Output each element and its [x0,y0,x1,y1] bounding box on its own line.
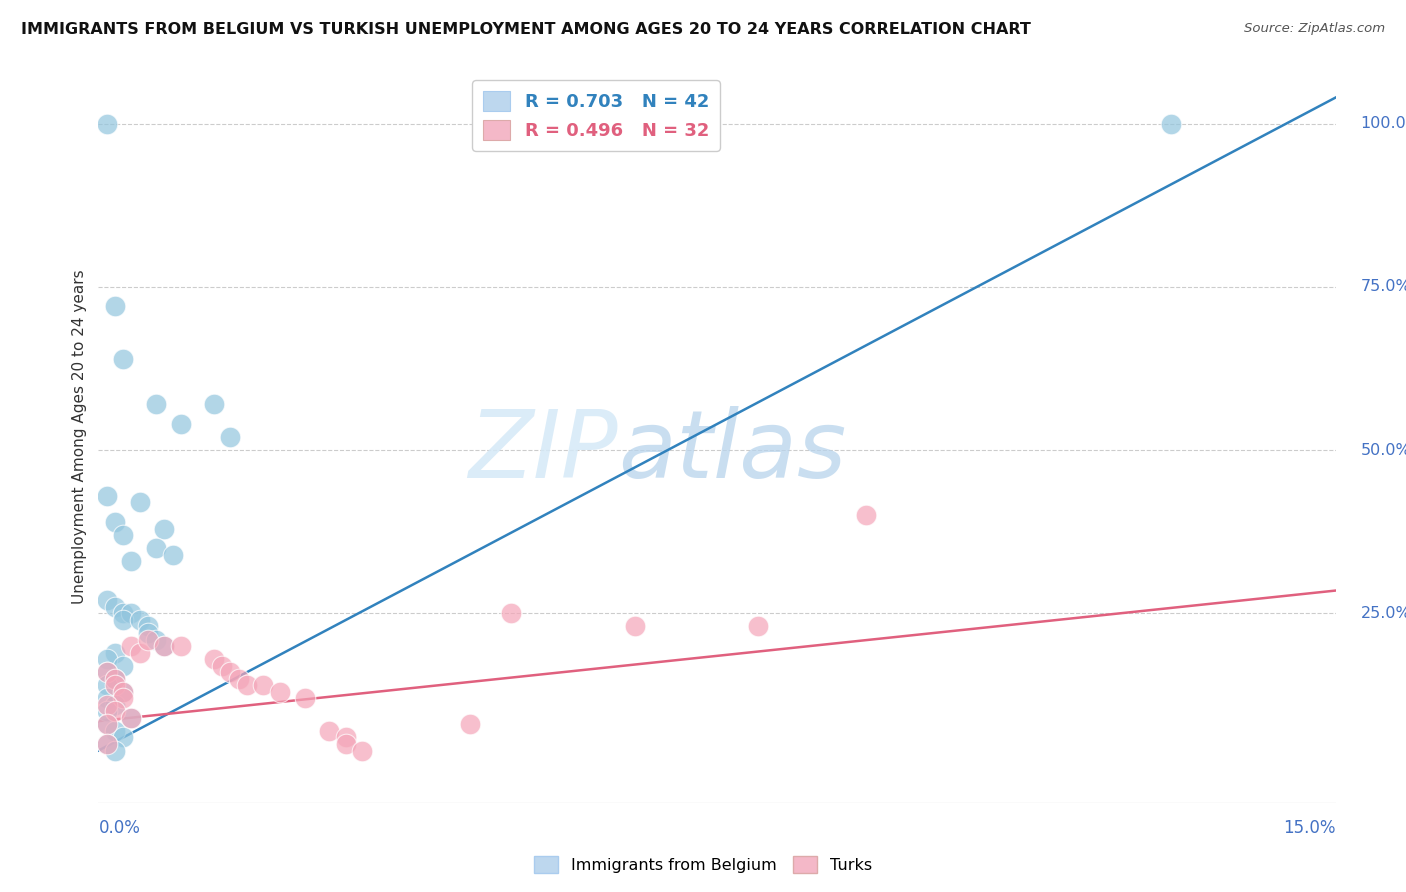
Point [112,658,135,673]
Point [153,639,176,653]
Text: 15.0%: 15.0% [1284,819,1336,837]
Point [170,417,193,431]
Point [120,711,142,725]
Point [104,515,127,529]
Point [104,743,127,757]
Point [128,646,150,660]
Point [136,619,159,633]
Point [96,717,118,731]
Point [145,397,167,411]
Point [747,619,769,633]
Point [104,300,127,314]
Point [136,632,159,647]
Y-axis label: Unemployment Among Ages 20 to 24 years: Unemployment Among Ages 20 to 24 years [72,269,87,605]
Point [145,632,167,647]
Point [170,639,193,653]
Point [458,717,481,731]
Point [269,685,291,699]
Point [96,665,118,680]
Text: ZIP: ZIP [468,406,619,497]
Point [96,593,118,607]
Point [294,691,316,706]
Point [112,731,135,745]
Point [104,599,127,614]
Point [96,717,118,731]
Legend: R = 0.703   N = 42, R = 0.496   N = 32: R = 0.703 N = 42, R = 0.496 N = 32 [472,80,720,151]
Point [96,678,118,692]
Point [236,678,259,692]
Point [96,652,118,666]
Point [145,541,167,555]
Text: Source: ZipAtlas.com: Source: ZipAtlas.com [1244,22,1385,36]
Point [112,685,135,699]
Point [104,705,127,719]
Point [623,619,645,633]
Point [202,397,225,411]
Point [104,698,127,712]
Point [104,678,127,692]
Point [202,652,225,666]
Text: IMMIGRANTS FROM BELGIUM VS TURKISH UNEMPLOYMENT AMONG AGES 20 TO 24 YEARS CORREL: IMMIGRANTS FROM BELGIUM VS TURKISH UNEMP… [21,22,1031,37]
Point [112,685,135,699]
Point [104,646,127,660]
Point [1160,117,1182,131]
Point [96,117,118,131]
Text: 100.0%: 100.0% [1361,116,1406,131]
Point [219,430,242,444]
Point [228,672,250,686]
Point [499,607,522,621]
Text: atlas: atlas [619,406,846,497]
Point [96,698,118,712]
Point [153,521,176,535]
Text: 50.0%: 50.0% [1361,442,1406,458]
Point [153,639,176,653]
Point [112,351,135,366]
Point [335,731,357,745]
Point [120,607,142,621]
Point [112,607,135,621]
Legend: Immigrants from Belgium, Turks: Immigrants from Belgium, Turks [527,849,879,880]
Point [112,691,135,706]
Point [96,737,118,751]
Point [104,672,127,686]
Point [96,737,118,751]
Point [318,723,340,738]
Point [252,678,274,692]
Point [211,658,233,673]
Text: 25.0%: 25.0% [1361,606,1406,621]
Point [136,626,159,640]
Point [120,554,142,568]
Point [96,691,118,706]
Text: 75.0%: 75.0% [1361,279,1406,294]
Point [128,613,150,627]
Text: 0.0%: 0.0% [98,819,141,837]
Point [96,665,118,680]
Point [335,737,357,751]
Point [96,489,118,503]
Point [120,639,142,653]
Point [120,711,142,725]
Point [219,665,242,680]
Point [112,613,135,627]
Point [104,723,127,738]
Point [352,743,374,757]
Point [855,508,877,523]
Point [128,495,150,509]
Point [112,528,135,542]
Point [162,548,184,562]
Point [104,672,127,686]
Point [96,705,118,719]
